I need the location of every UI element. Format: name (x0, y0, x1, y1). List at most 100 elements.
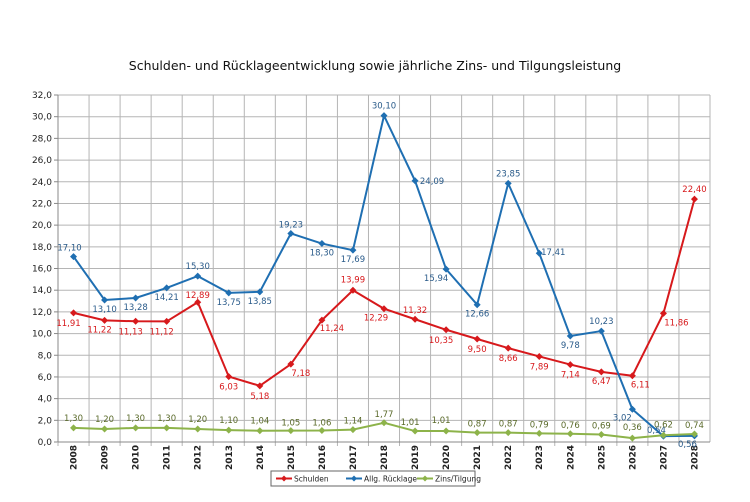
data-label: 1,30 (126, 414, 145, 424)
data-point (256, 288, 264, 296)
data-point (442, 265, 450, 273)
data-point (628, 372, 636, 380)
data-point (163, 424, 171, 432)
data-label: 1,01 (401, 418, 420, 428)
data-point (225, 373, 233, 381)
data-point (473, 301, 481, 309)
y-tick-label: 20,0 (32, 221, 52, 231)
data-label: 10,23 (589, 317, 613, 327)
data-point (380, 419, 388, 427)
data-point (349, 246, 357, 254)
data-point (566, 332, 574, 340)
x-tick-label: 2018 (380, 445, 390, 470)
y-tick-label: 26,0 (32, 156, 52, 166)
data-label: 0,87 (468, 420, 487, 430)
y-tick-label: 2,0 (38, 416, 53, 426)
data-label: 0,54 (647, 426, 666, 436)
data-label: 6,47 (592, 377, 611, 387)
data-label: 30,10 (372, 102, 396, 112)
y-tick-label: 30,0 (32, 113, 52, 123)
data-label: 0,69 (592, 422, 611, 432)
data-point (535, 352, 543, 360)
data-label: 7,14 (561, 371, 580, 381)
data-label: 13,99 (341, 275, 365, 285)
data-label: 0,62 (654, 420, 673, 430)
x-tick-label: 2014 (256, 445, 266, 470)
data-point (504, 429, 512, 437)
data-point (70, 424, 78, 432)
data-label: 1,30 (157, 414, 176, 424)
y-tick-label: 28,0 (32, 134, 52, 144)
data-label: 0,74 (685, 421, 704, 431)
data-label: 0,76 (561, 421, 580, 431)
data-point (132, 424, 140, 432)
data-point (411, 177, 419, 185)
data-point (101, 316, 109, 324)
data-label: 13,85 (248, 297, 272, 307)
data-point (132, 294, 140, 302)
data-label: 15,94 (424, 274, 448, 284)
data-point (535, 429, 543, 437)
data-point (690, 195, 698, 203)
data-label: 11,86 (664, 318, 688, 328)
data-point (442, 326, 450, 334)
data-label: 9,50 (468, 345, 487, 355)
data-point (349, 286, 357, 294)
legend-label: Allg. Rücklage (364, 475, 417, 484)
data-label: 13,28 (123, 303, 147, 313)
x-tick-label: 2024 (566, 445, 576, 470)
data-point (411, 427, 419, 435)
x-tick-label: 2009 (101, 445, 111, 470)
y-tick-label: 0,0 (38, 438, 53, 448)
x-tick-label: 2013 (225, 445, 235, 470)
data-label: 1,06 (312, 419, 331, 429)
data-point (380, 112, 388, 120)
data-point (101, 425, 109, 433)
data-label: 11,13 (118, 327, 142, 337)
data-label: 0,87 (499, 420, 518, 430)
data-label: 7,18 (291, 369, 310, 379)
data-label: 12,89 (186, 291, 210, 301)
legend-label: Zins/Tilgung (435, 475, 481, 484)
data-label: 1,04 (250, 417, 269, 427)
data-label: 18,30 (310, 249, 334, 259)
data-label: 5,18 (250, 392, 269, 402)
data-label: 1,30 (64, 414, 83, 424)
data-label: 14,21 (154, 293, 178, 303)
data-point (287, 427, 295, 435)
y-tick-label: 4,0 (38, 395, 53, 405)
x-tick-label: 2021 (473, 445, 483, 470)
data-label: 23,85 (496, 169, 520, 179)
legend (270, 470, 476, 487)
data-point (628, 434, 636, 442)
data-point (628, 405, 636, 413)
y-tick-label: 6,0 (38, 373, 53, 383)
legend-marker (422, 475, 428, 482)
data-point (566, 430, 574, 438)
chart-title: Schulden- und Rücklageentwicklung sowie … (128, 58, 622, 73)
data-point (163, 284, 171, 292)
data-label: 10,35 (429, 336, 453, 346)
data-label: 13,75 (217, 298, 241, 308)
data-label: 1,10 (219, 416, 238, 426)
data-point (659, 431, 667, 439)
data-label: 6,11 (631, 381, 650, 391)
data-point (380, 305, 388, 313)
y-tick-label: 24,0 (32, 178, 52, 188)
data-label: 9,78 (561, 341, 580, 351)
y-tick-label: 18,0 (32, 243, 52, 253)
data-point (504, 344, 512, 352)
data-point (132, 317, 140, 325)
data-label: 1,20 (95, 415, 114, 425)
y-tick-label: 22,0 (32, 199, 52, 209)
data-point (287, 360, 295, 368)
data-label: 11,24 (320, 324, 344, 334)
data-point (318, 316, 326, 324)
data-point (597, 327, 605, 335)
data-point (256, 382, 264, 390)
data-point (535, 249, 543, 257)
data-label: 0,56 (678, 440, 697, 450)
data-point (690, 430, 698, 438)
data-point (318, 427, 326, 435)
data-label: 22,40 (682, 185, 706, 195)
